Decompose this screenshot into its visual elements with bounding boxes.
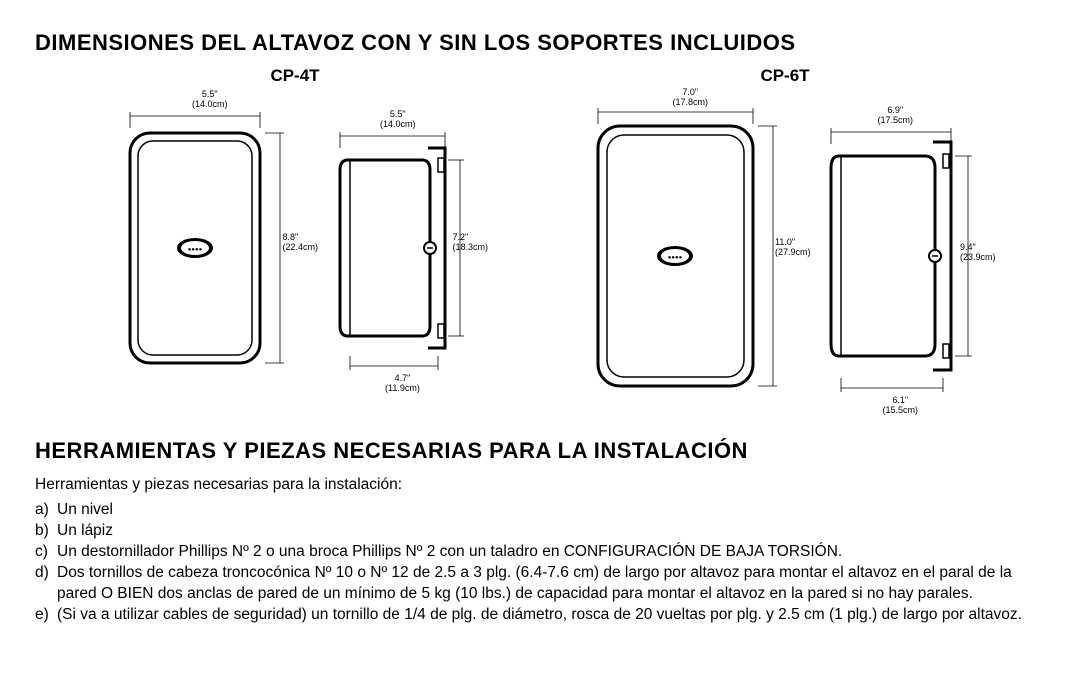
item-marker: c) (35, 542, 57, 563)
tools-list: a) Un nivel b) Un lápiz c) Un destornill… (35, 500, 1045, 626)
list-item: e) (Si va a utilizar cables de seguridad… (35, 605, 1045, 626)
diagram-cp4t: CP-4T 5.5"(14.0cm) 8.8"(22.4cm) (65, 66, 525, 418)
svg-text:●●●●: ●●●● (188, 247, 203, 253)
cp4t-side-bottom: 4.7"(11.9cm) (385, 374, 420, 394)
list-item: b) Un lápiz (35, 521, 1045, 542)
cp4t-side-view: 5.5"(14.0cm) 7.2"(18.3cm) 4.7"(11.9cm) (330, 88, 490, 398)
item-text: Dos tornillos de cabeza troncocónica Nº … (57, 563, 1045, 605)
list-item: a) Un nivel (35, 500, 1045, 521)
model-label-cp4t: CP-4T (270, 66, 319, 86)
cp6t-side-bottom: 6.1"(15.5cm) (883, 396, 919, 416)
list-item: d) Dos tornillos de cabeza troncocónica … (35, 563, 1045, 605)
cp4t-front-height: 8.8"(22.4cm) (282, 233, 318, 253)
cp6t-front-view: 7.0"(17.8cm) 11.0"(27.9cm) ●●●● (573, 88, 813, 408)
diagram-cp6t: CP-6T 7.0"(17.8cm) 11.0"(27.9cm) (555, 66, 1015, 418)
cp6t-front-height: 11.0"(27.9cm) (775, 238, 811, 258)
heading-dimensions: DIMENSIONES DEL ALTAVOZ CON Y SIN LOS SO… (35, 30, 1045, 56)
item-text: Un lápiz (57, 521, 1045, 542)
heading-tools: HERRAMIENTAS Y PIEZAS NECESARIAS PARA LA… (35, 438, 1045, 464)
tools-intro: Herramientas y piezas necesarias para la… (35, 476, 1045, 494)
cp4t-side-top: 5.5"(14.0cm) (380, 110, 416, 130)
item-text: Un nivel (57, 500, 1045, 521)
cp4t-front-view: 5.5"(14.0cm) 8.8"(22.4cm) (100, 88, 320, 388)
item-marker: d) (35, 563, 57, 605)
list-item: c) Un destornillador Phillips Nº 2 o una… (35, 542, 1045, 563)
item-marker: a) (35, 500, 57, 521)
cp6t-front-width: 7.0"(17.8cm) (673, 88, 709, 108)
cp6t-side-height: 9.4"(23.9cm) (960, 243, 996, 263)
cp6t-side-top: 6.9"(17.5cm) (878, 106, 914, 126)
item-marker: e) (35, 605, 57, 626)
cp6t-side-view: 6.9"(17.5cm) 9.4"(23.9cm) 6.1"(15.5cm) (823, 88, 998, 418)
svg-text:●●●●: ●●●● (667, 255, 682, 261)
cp4t-front-width: 5.5"(14.0cm) (192, 90, 228, 110)
diagrams-row: CP-4T 5.5"(14.0cm) 8.8"(22.4cm) (35, 66, 1045, 418)
item-text: (Si va a utilizar cables de seguridad) u… (57, 605, 1045, 626)
item-text: Un destornillador Phillips Nº 2 o una br… (57, 542, 1045, 563)
model-label-cp6t: CP-6T (760, 66, 809, 86)
cp4t-side-height: 7.2"(18.3cm) (452, 233, 488, 253)
item-marker: b) (35, 521, 57, 542)
